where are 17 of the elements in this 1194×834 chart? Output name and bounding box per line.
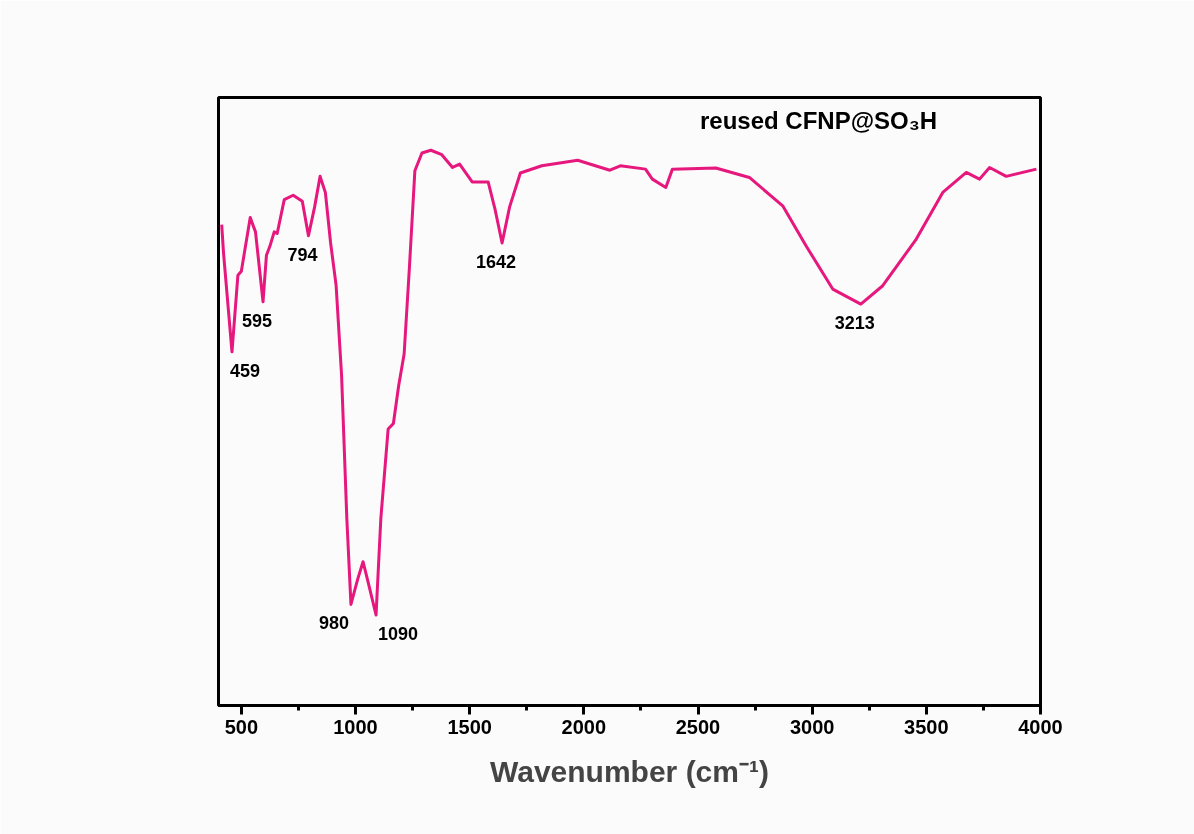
annotation: 794 [287, 244, 318, 265]
x-tick-label: 4000 [1018, 715, 1063, 738]
annotation: 1090 [378, 623, 419, 644]
x-tick-label: 1000 [333, 715, 378, 738]
annotation: 980 [318, 613, 349, 634]
annotation: 1642 [476, 251, 517, 272]
x-tick-label: 2500 [675, 715, 721, 738]
annotation: 3213 [834, 313, 875, 334]
x-tick-label: 500 [224, 715, 259, 738]
x-tick-label: 2000 [561, 715, 607, 738]
x-tick-label: 3500 [904, 715, 949, 738]
chart-title: reused CFNP@SO₃H [699, 106, 938, 134]
x-axis-title: Wavenumber (cm⁻¹) [490, 754, 769, 788]
annotation: 595 [242, 310, 273, 331]
x-tick-label: 3000 [789, 715, 835, 738]
x-tick-label: 1500 [447, 715, 492, 738]
annotation: 459 [229, 360, 261, 381]
